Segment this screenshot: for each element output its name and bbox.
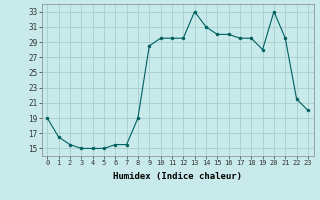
X-axis label: Humidex (Indice chaleur): Humidex (Indice chaleur): [113, 172, 242, 181]
